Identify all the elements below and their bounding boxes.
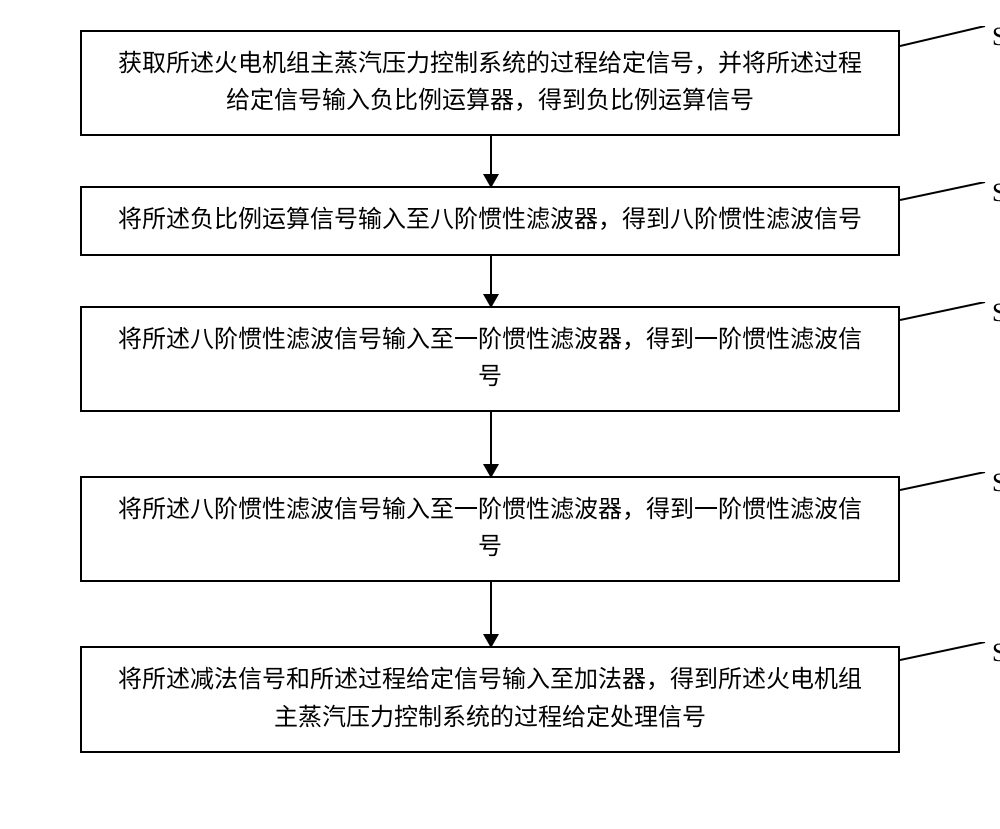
step-label-s4: S4 xyxy=(992,468,1000,498)
step-label-s3: S3 xyxy=(992,298,1000,328)
step-label-s1: S1 xyxy=(992,22,1000,52)
arrow-s4-s5 xyxy=(490,582,492,646)
step-text: 将所述八阶惯性滤波信号输入至一阶惯性滤波器，得到一阶惯性滤波信号 xyxy=(118,497,862,560)
leader-line-s4 xyxy=(900,472,1000,502)
leader-line-s3 xyxy=(900,302,1000,332)
step-label-s2: S2 xyxy=(992,178,1000,208)
arrow-s3-s4 xyxy=(490,412,492,476)
step-text: 获取所述火电机组主蒸汽压力控制系统的过程给定信号，并将所述过程给定信号输入负比例… xyxy=(118,51,862,114)
step-label-s5: S5 xyxy=(992,638,1000,668)
arrow-s2-s3 xyxy=(490,256,492,306)
leader-line-s1 xyxy=(900,26,1000,56)
step-box-s3: 将所述八阶惯性滤波信号输入至一阶惯性滤波器，得到一阶惯性滤波信号 xyxy=(80,306,900,412)
step-row-s1: 获取所述火电机组主蒸汽压力控制系统的过程给定信号，并将所述过程给定信号输入负比例… xyxy=(50,30,950,136)
step-text: 将所述八阶惯性滤波信号输入至一阶惯性滤波器，得到一阶惯性滤波信号 xyxy=(118,327,862,390)
leader-line-s2 xyxy=(900,182,1000,212)
step-row-s5: 将所述减法信号和所述过程给定信号输入至加法器，得到所述火电机组主蒸汽压力控制系统… xyxy=(50,646,950,752)
step-row-s4: 将所述八阶惯性滤波信号输入至一阶惯性滤波器，得到一阶惯性滤波信号 S4 xyxy=(50,476,950,582)
step-box-s2: 将所述负比例运算信号输入至八阶惯性滤波器，得到八阶惯性滤波信号 xyxy=(80,186,900,255)
step-box-s4: 将所述八阶惯性滤波信号输入至一阶惯性滤波器，得到一阶惯性滤波信号 xyxy=(80,476,900,582)
arrow-s1-s2 xyxy=(490,136,492,186)
step-row-s3: 将所述八阶惯性滤波信号输入至一阶惯性滤波器，得到一阶惯性滤波信号 S3 xyxy=(50,306,950,412)
step-box-s1: 获取所述火电机组主蒸汽压力控制系统的过程给定信号，并将所述过程给定信号输入负比例… xyxy=(80,30,900,136)
step-box-s5: 将所述减法信号和所述过程给定信号输入至加法器，得到所述火电机组主蒸汽压力控制系统… xyxy=(80,646,900,752)
step-text: 将所述减法信号和所述过程给定信号输入至加法器，得到所述火电机组主蒸汽压力控制系统… xyxy=(118,667,862,730)
leader-line-s5 xyxy=(900,642,1000,672)
step-row-s2: 将所述负比例运算信号输入至八阶惯性滤波器，得到八阶惯性滤波信号 S2 xyxy=(50,186,950,255)
flowchart-container: 获取所述火电机组主蒸汽压力控制系统的过程给定信号，并将所述过程给定信号输入负比例… xyxy=(50,30,950,753)
step-text: 将所述负比例运算信号输入至八阶惯性滤波器，得到八阶惯性滤波信号 xyxy=(118,207,862,233)
